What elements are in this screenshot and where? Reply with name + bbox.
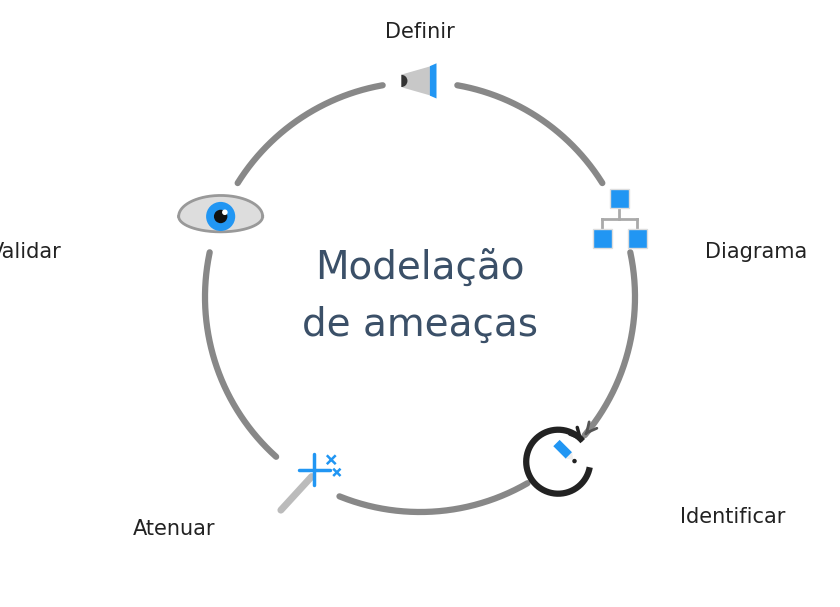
Polygon shape [565, 452, 573, 460]
FancyBboxPatch shape [593, 229, 612, 248]
Text: Modelação: Modelação [315, 250, 525, 288]
Polygon shape [430, 63, 437, 98]
Wedge shape [402, 75, 407, 87]
Circle shape [572, 459, 577, 463]
Polygon shape [179, 195, 263, 232]
Text: Validar: Validar [0, 242, 62, 262]
Polygon shape [402, 66, 433, 97]
Text: Atenuar: Atenuar [133, 519, 215, 539]
Circle shape [329, 458, 333, 461]
Text: Identificar: Identificar [680, 507, 785, 527]
FancyBboxPatch shape [628, 229, 647, 248]
Circle shape [222, 209, 228, 215]
Text: de ameaças: de ameaças [302, 306, 538, 344]
Text: Diagrama: Diagrama [705, 242, 807, 262]
Circle shape [206, 202, 235, 231]
Circle shape [214, 210, 228, 223]
Text: Definir: Definir [385, 22, 455, 42]
FancyBboxPatch shape [611, 189, 629, 208]
Polygon shape [554, 440, 572, 459]
Circle shape [335, 471, 339, 473]
